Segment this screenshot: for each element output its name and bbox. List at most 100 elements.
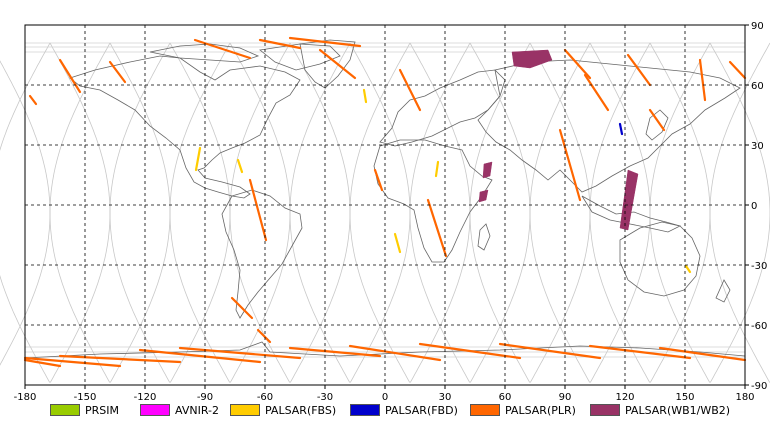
wide-beam-swath xyxy=(478,189,489,203)
observation-swath xyxy=(373,168,384,192)
observation-swath xyxy=(23,356,122,368)
madagascar-coastline xyxy=(477,223,491,251)
legend-label: AVNIR-2 xyxy=(175,403,219,417)
legend-swatch xyxy=(470,404,500,416)
observation-swath xyxy=(398,68,422,112)
observation-swath xyxy=(194,146,202,172)
observation-swath xyxy=(288,346,382,358)
legend-item: PRSIM xyxy=(50,402,119,418)
north-america-coastline xyxy=(69,55,301,199)
latitude-tick-label: 90 xyxy=(751,21,764,32)
orbit-track xyxy=(0,42,51,383)
observation-swath xyxy=(728,60,747,80)
coastlines xyxy=(24,39,746,359)
observation-swath xyxy=(588,344,692,360)
orbit-track xyxy=(289,42,351,383)
orbit-track xyxy=(49,42,111,383)
latitude-tick-label: -90 xyxy=(751,381,767,392)
longitude-tick-label: 60 xyxy=(499,392,512,403)
longitude-tick-label: 150 xyxy=(675,392,694,403)
observation-swath xyxy=(178,346,302,360)
japan-coastline xyxy=(645,109,669,141)
orbit-track xyxy=(349,42,411,383)
orbit-track xyxy=(589,42,651,383)
orbit-track xyxy=(529,42,591,383)
longitude-tick-label: -90 xyxy=(197,392,213,403)
orbit-track xyxy=(409,42,471,383)
longitude-tick-label: 120 xyxy=(615,392,634,403)
longitude-tick-label: -30 xyxy=(317,392,333,403)
latitude-tick-label: -60 xyxy=(751,321,767,332)
observation-swath xyxy=(138,348,262,364)
observation-swath xyxy=(58,58,82,94)
orbit-track xyxy=(649,42,711,383)
observation-swath xyxy=(418,342,522,360)
orbit-track xyxy=(229,42,291,383)
observation-swath xyxy=(108,60,127,84)
observation-swath xyxy=(362,88,368,104)
legend-label: PALSAR(FBS) xyxy=(265,403,337,417)
longitude-tick-label: 0 xyxy=(382,392,388,403)
legend-label: PALSAR(WB1/WB2) xyxy=(625,403,731,417)
observation-swath xyxy=(626,53,652,87)
observation-swath xyxy=(393,232,402,254)
orbit-track xyxy=(289,42,351,383)
observation-swath xyxy=(348,344,442,362)
legend: PRSIM AVNIR-2 PALSAR(FBS) PALSAR(FBD) PALSAR… xyxy=(0,402,770,420)
observation-swath xyxy=(658,346,747,362)
legend-label: PRSIM xyxy=(85,403,119,417)
wide-beam-swath xyxy=(511,49,553,69)
observation-swath xyxy=(28,94,38,106)
orbit-track xyxy=(709,42,770,383)
observation-swath xyxy=(698,58,707,102)
axis-labels: -180 -150 -120 -90 -60 -30 0 30 60 90 120 150 180 90 6… xyxy=(14,21,768,403)
arctic-islands xyxy=(149,43,341,71)
graticule xyxy=(25,25,745,385)
legend-swatch xyxy=(140,404,170,416)
observation-swaths xyxy=(23,36,747,368)
observation-swath xyxy=(230,296,254,320)
observation-swath xyxy=(288,36,362,48)
observation-swath xyxy=(236,158,244,174)
observation-swath xyxy=(684,264,692,274)
latitude-tick-label: 60 xyxy=(751,81,764,92)
observation-swath xyxy=(558,128,582,202)
latitude-tick-label: 0 xyxy=(751,201,757,212)
asia-coastline xyxy=(477,59,741,193)
longitude-tick-label: -60 xyxy=(257,392,273,403)
longitude-tick-label: 90 xyxy=(559,392,572,403)
legend-label: PALSAR(PLR) xyxy=(505,403,576,417)
observation-swath xyxy=(258,38,302,50)
wide-beam-swath xyxy=(619,169,639,231)
legend-item: AVNIR-2 xyxy=(140,402,219,418)
australia-coastline xyxy=(619,221,701,297)
europe-coastline xyxy=(379,69,506,147)
observation-swath xyxy=(23,358,62,368)
observation-swath xyxy=(58,354,182,364)
orbit-track xyxy=(589,42,651,383)
longitude-tick-label: -120 xyxy=(134,392,157,403)
orbit-track xyxy=(49,42,111,383)
observation-swath xyxy=(318,48,357,80)
observation-swath xyxy=(498,342,602,360)
legend-swatch xyxy=(590,404,620,416)
observation-swath xyxy=(256,328,272,344)
observation-swath xyxy=(618,122,624,136)
observation-swath xyxy=(583,73,610,112)
latitude-tick-label: -30 xyxy=(751,261,767,272)
observation-swath xyxy=(434,160,440,178)
longitude-tick-label: 30 xyxy=(439,392,452,403)
legend-item: PALSAR(FBD) xyxy=(350,402,458,418)
legend-item: PALSAR(FBS) xyxy=(230,402,336,418)
observation-swath xyxy=(648,108,666,132)
legend-swatch xyxy=(230,404,260,416)
orbit-track xyxy=(169,42,231,383)
legend-swatch xyxy=(350,404,380,416)
observation-swath xyxy=(563,48,592,80)
new-zealand-coastline xyxy=(715,279,731,303)
orbit-track xyxy=(169,42,231,383)
observation-swath xyxy=(193,38,252,60)
antarctica-coastline xyxy=(24,341,746,359)
legend-label: PALSAR(FBD) xyxy=(385,403,458,417)
